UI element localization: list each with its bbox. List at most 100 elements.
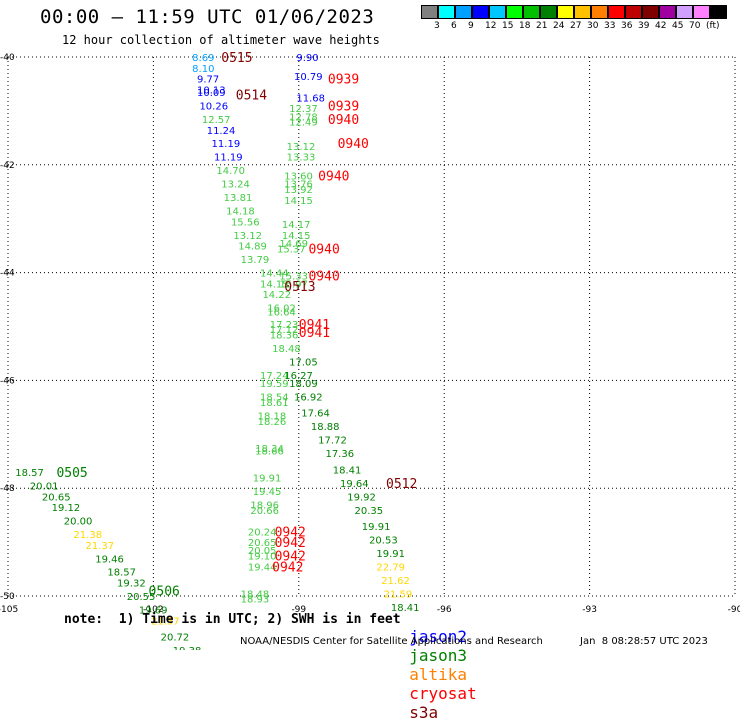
plot-area: -40 -42 -44 -46 -48 -50 -105 -102 -99 -96 -93 -90 8.… — [0, 51, 740, 650]
swh-value-label: 19.46 — [95, 554, 124, 565]
swh-value-label: 11.24 — [207, 126, 236, 137]
pass-time-label: 0940 — [318, 170, 349, 185]
swh-value-label: 11.19 — [214, 153, 243, 164]
pass-time-label: 0939 — [328, 73, 359, 88]
swh-value-label: 20.65 — [248, 538, 277, 549]
colorbar-label: 3 — [434, 21, 440, 31]
swh-value-label: 18.36 — [270, 331, 299, 342]
pass-time-label: 0513 — [284, 280, 315, 295]
swh-value-label: 14.44 — [260, 269, 289, 280]
x-tick-label: -96 — [437, 605, 452, 615]
pass-time-label: 0506 — [149, 585, 180, 600]
pass-time-label: 0941 — [299, 318, 330, 333]
swh-value-label: 13.12 — [287, 142, 316, 153]
swh-value-label: 12.37 — [289, 104, 318, 115]
swh-value-label: 12.57 — [202, 115, 231, 126]
swh-value-label: 17.72 — [318, 436, 347, 447]
swh-value-label: 12.49 — [289, 118, 318, 129]
colorbar-label: 27 — [570, 21, 582, 31]
legend-s3a: s3a — [409, 703, 439, 722]
swh-value-label: 14.22 — [262, 290, 291, 301]
swh-value-label: 19.32 — [117, 579, 146, 590]
swh-value-label: 18.66 — [255, 446, 284, 457]
colorbar-swatch — [659, 5, 676, 19]
swh-value-label: 10.09 — [197, 88, 226, 99]
colorbar-swatch — [472, 5, 489, 19]
colorbar-label: 36 — [621, 21, 633, 31]
legend-jason3: jason3 — [409, 646, 468, 665]
timestamp: Jan 8 08:28:57 UTC 2023 — [580, 636, 708, 647]
swh-value-label: 17.36 — [325, 449, 354, 460]
colorbar-swatch — [642, 5, 659, 19]
swh-value-label: 20.66 — [250, 506, 279, 517]
swh-value-label: 21.62 — [381, 576, 410, 587]
colorbar-label: 70 — [689, 21, 701, 31]
swh-value-label: 14.70 — [216, 166, 245, 177]
swh-value-label: 16.92 — [294, 393, 323, 404]
swh-value-label: 18.34 — [255, 444, 284, 455]
pass-time-label: 0514 — [236, 89, 267, 104]
swh-value-label: 13.81 — [224, 193, 253, 204]
pass-time-label: 0515 — [221, 51, 252, 66]
colorbar-swatch — [523, 5, 540, 19]
colorbar-swatch — [676, 5, 693, 19]
pass-time-label: 0942 — [275, 536, 306, 551]
swh-value-label: 12.78 — [289, 112, 318, 123]
colorbar-label: 24 — [553, 21, 565, 31]
swh-value-label: 11.68 — [296, 93, 325, 104]
swh-value-label: 18.26 — [258, 417, 287, 428]
swh-value-label: 10.13 — [197, 85, 226, 96]
swh-value-label: 14.15 — [284, 196, 313, 207]
swh-value-label: 19.91 — [253, 473, 282, 484]
swh-value-label: 14.15 — [282, 231, 311, 242]
swh-value-label: 21.59 — [384, 589, 413, 600]
pass-time-label: 0512 — [386, 477, 417, 492]
swh-value-label: 17.64 — [301, 409, 330, 420]
pass-time-label: 0505 — [56, 466, 87, 481]
y-tick-label: -46 — [0, 376, 15, 386]
swh-value-label: 14.69 — [279, 239, 308, 250]
swh-value-label: 18.48 — [272, 344, 301, 355]
swh-value-label: 13.60 — [284, 172, 313, 183]
colorbar-swatch — [455, 5, 472, 19]
swh-value-label: 18.18 — [258, 411, 287, 422]
y-tick-label: -40 — [0, 53, 15, 63]
swh-value-label: 11.19 — [212, 139, 241, 150]
swh-value-label: 14.17 — [282, 220, 311, 231]
colorbar-label: (ft) — [706, 21, 720, 31]
swh-value-label: 20.53 — [369, 535, 398, 546]
colorbar-swatch — [438, 5, 455, 19]
x-tick-label: -90 — [728, 605, 740, 615]
swh-value-label: 16.64 — [267, 307, 296, 318]
x-tick-label: -99 — [291, 605, 306, 615]
swh-value-label: 18.96 — [250, 500, 279, 511]
swh-value-label: 15.56 — [231, 217, 260, 228]
colorbar-label: 45 — [672, 21, 684, 31]
swh-value-label: 22.79 — [376, 562, 405, 573]
swh-value-label: 14.18 — [226, 207, 255, 218]
swh-value-label: 13.33 — [287, 153, 316, 164]
colorbar-swatch — [608, 5, 625, 19]
swh-value-label: 13.24 — [221, 180, 250, 191]
swh-value-label: 18.41 — [391, 603, 420, 614]
swh-value-label: 19.91 — [362, 522, 391, 533]
colorbar-label: 12 — [485, 21, 497, 31]
x-tick-label: -105 — [0, 605, 18, 615]
y-tick-label: -42 — [0, 161, 15, 171]
x-tick-label: -93 — [582, 605, 597, 615]
pass-time-label: 0940 — [338, 137, 369, 152]
pass-time-label: 0942 — [272, 560, 303, 575]
chart-subtitle: 12 hour collection of altimeter wave hei… — [62, 33, 380, 47]
x-tick-label: -102 — [143, 605, 163, 615]
swh-value-label: 19.12 — [52, 503, 81, 514]
swh-value-label: 21.38 — [73, 530, 102, 541]
swh-value-label: 8.10 — [192, 64, 214, 75]
y-tick-label: -50 — [0, 592, 15, 602]
colorbar-label: 9 — [468, 21, 474, 31]
swh-value-label: 16.27 — [284, 371, 313, 382]
swh-value-label: 17.05 — [289, 358, 318, 369]
swh-value-label: 19.38 — [173, 646, 202, 650]
swh-value-label: 18.61 — [260, 398, 289, 409]
swh-value-label: 20.35 — [355, 506, 384, 517]
swh-value-label: 19.59 — [260, 379, 289, 390]
